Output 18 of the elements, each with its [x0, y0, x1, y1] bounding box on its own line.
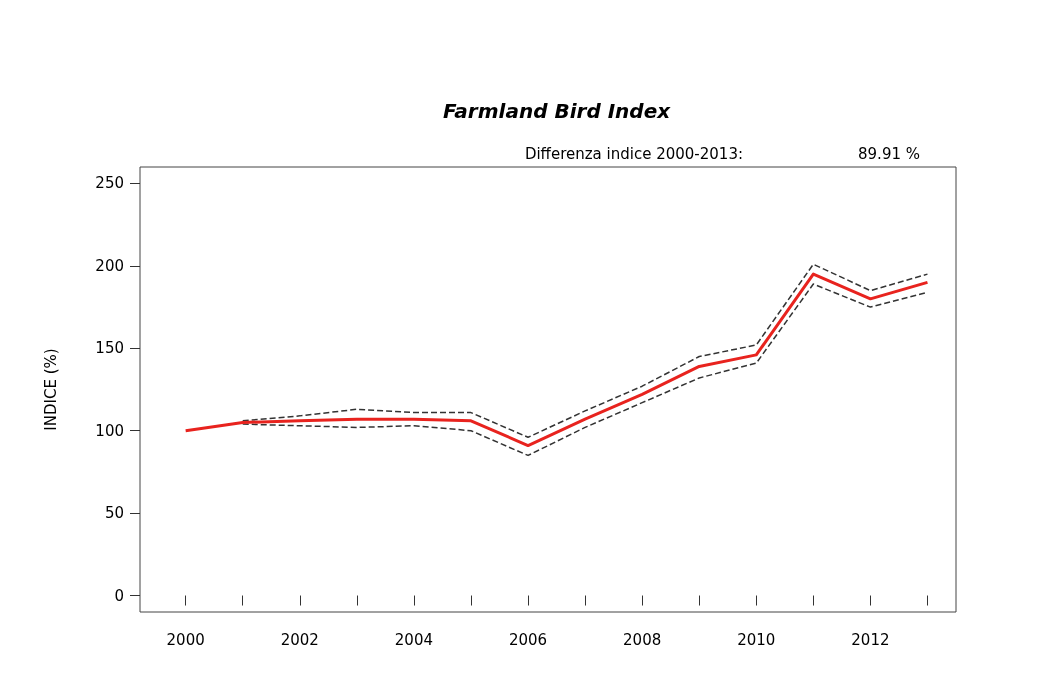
x-tick-label: 2002 — [280, 630, 319, 649]
y-tick-label: 150 — [95, 339, 124, 358]
x-tick-label: 2010 — [737, 630, 776, 649]
y-tick-label: 200 — [95, 256, 124, 275]
x-tick-label: 2004 — [394, 630, 433, 649]
text: 89.91 % — [858, 144, 921, 163]
x-tick-label: 2006 — [508, 630, 548, 649]
x-tick-label: 2008 — [623, 630, 662, 649]
y-tick-label: 250 — [95, 174, 124, 193]
y-tick-label: 0 — [114, 586, 124, 605]
line-series — [184, 272, 929, 448]
chart-title: Farmland Bird Index — [443, 99, 672, 123]
y-tick-label: 100 — [95, 421, 124, 440]
y-axis-title: INDICE (%) — [41, 348, 60, 431]
y-tick-label: 50 — [104, 504, 124, 523]
x-tick-label: 2000 — [166, 630, 205, 649]
x-tick-label: 2012 — [851, 630, 890, 649]
text: Differenza indice 2000-2013: — [524, 144, 743, 163]
